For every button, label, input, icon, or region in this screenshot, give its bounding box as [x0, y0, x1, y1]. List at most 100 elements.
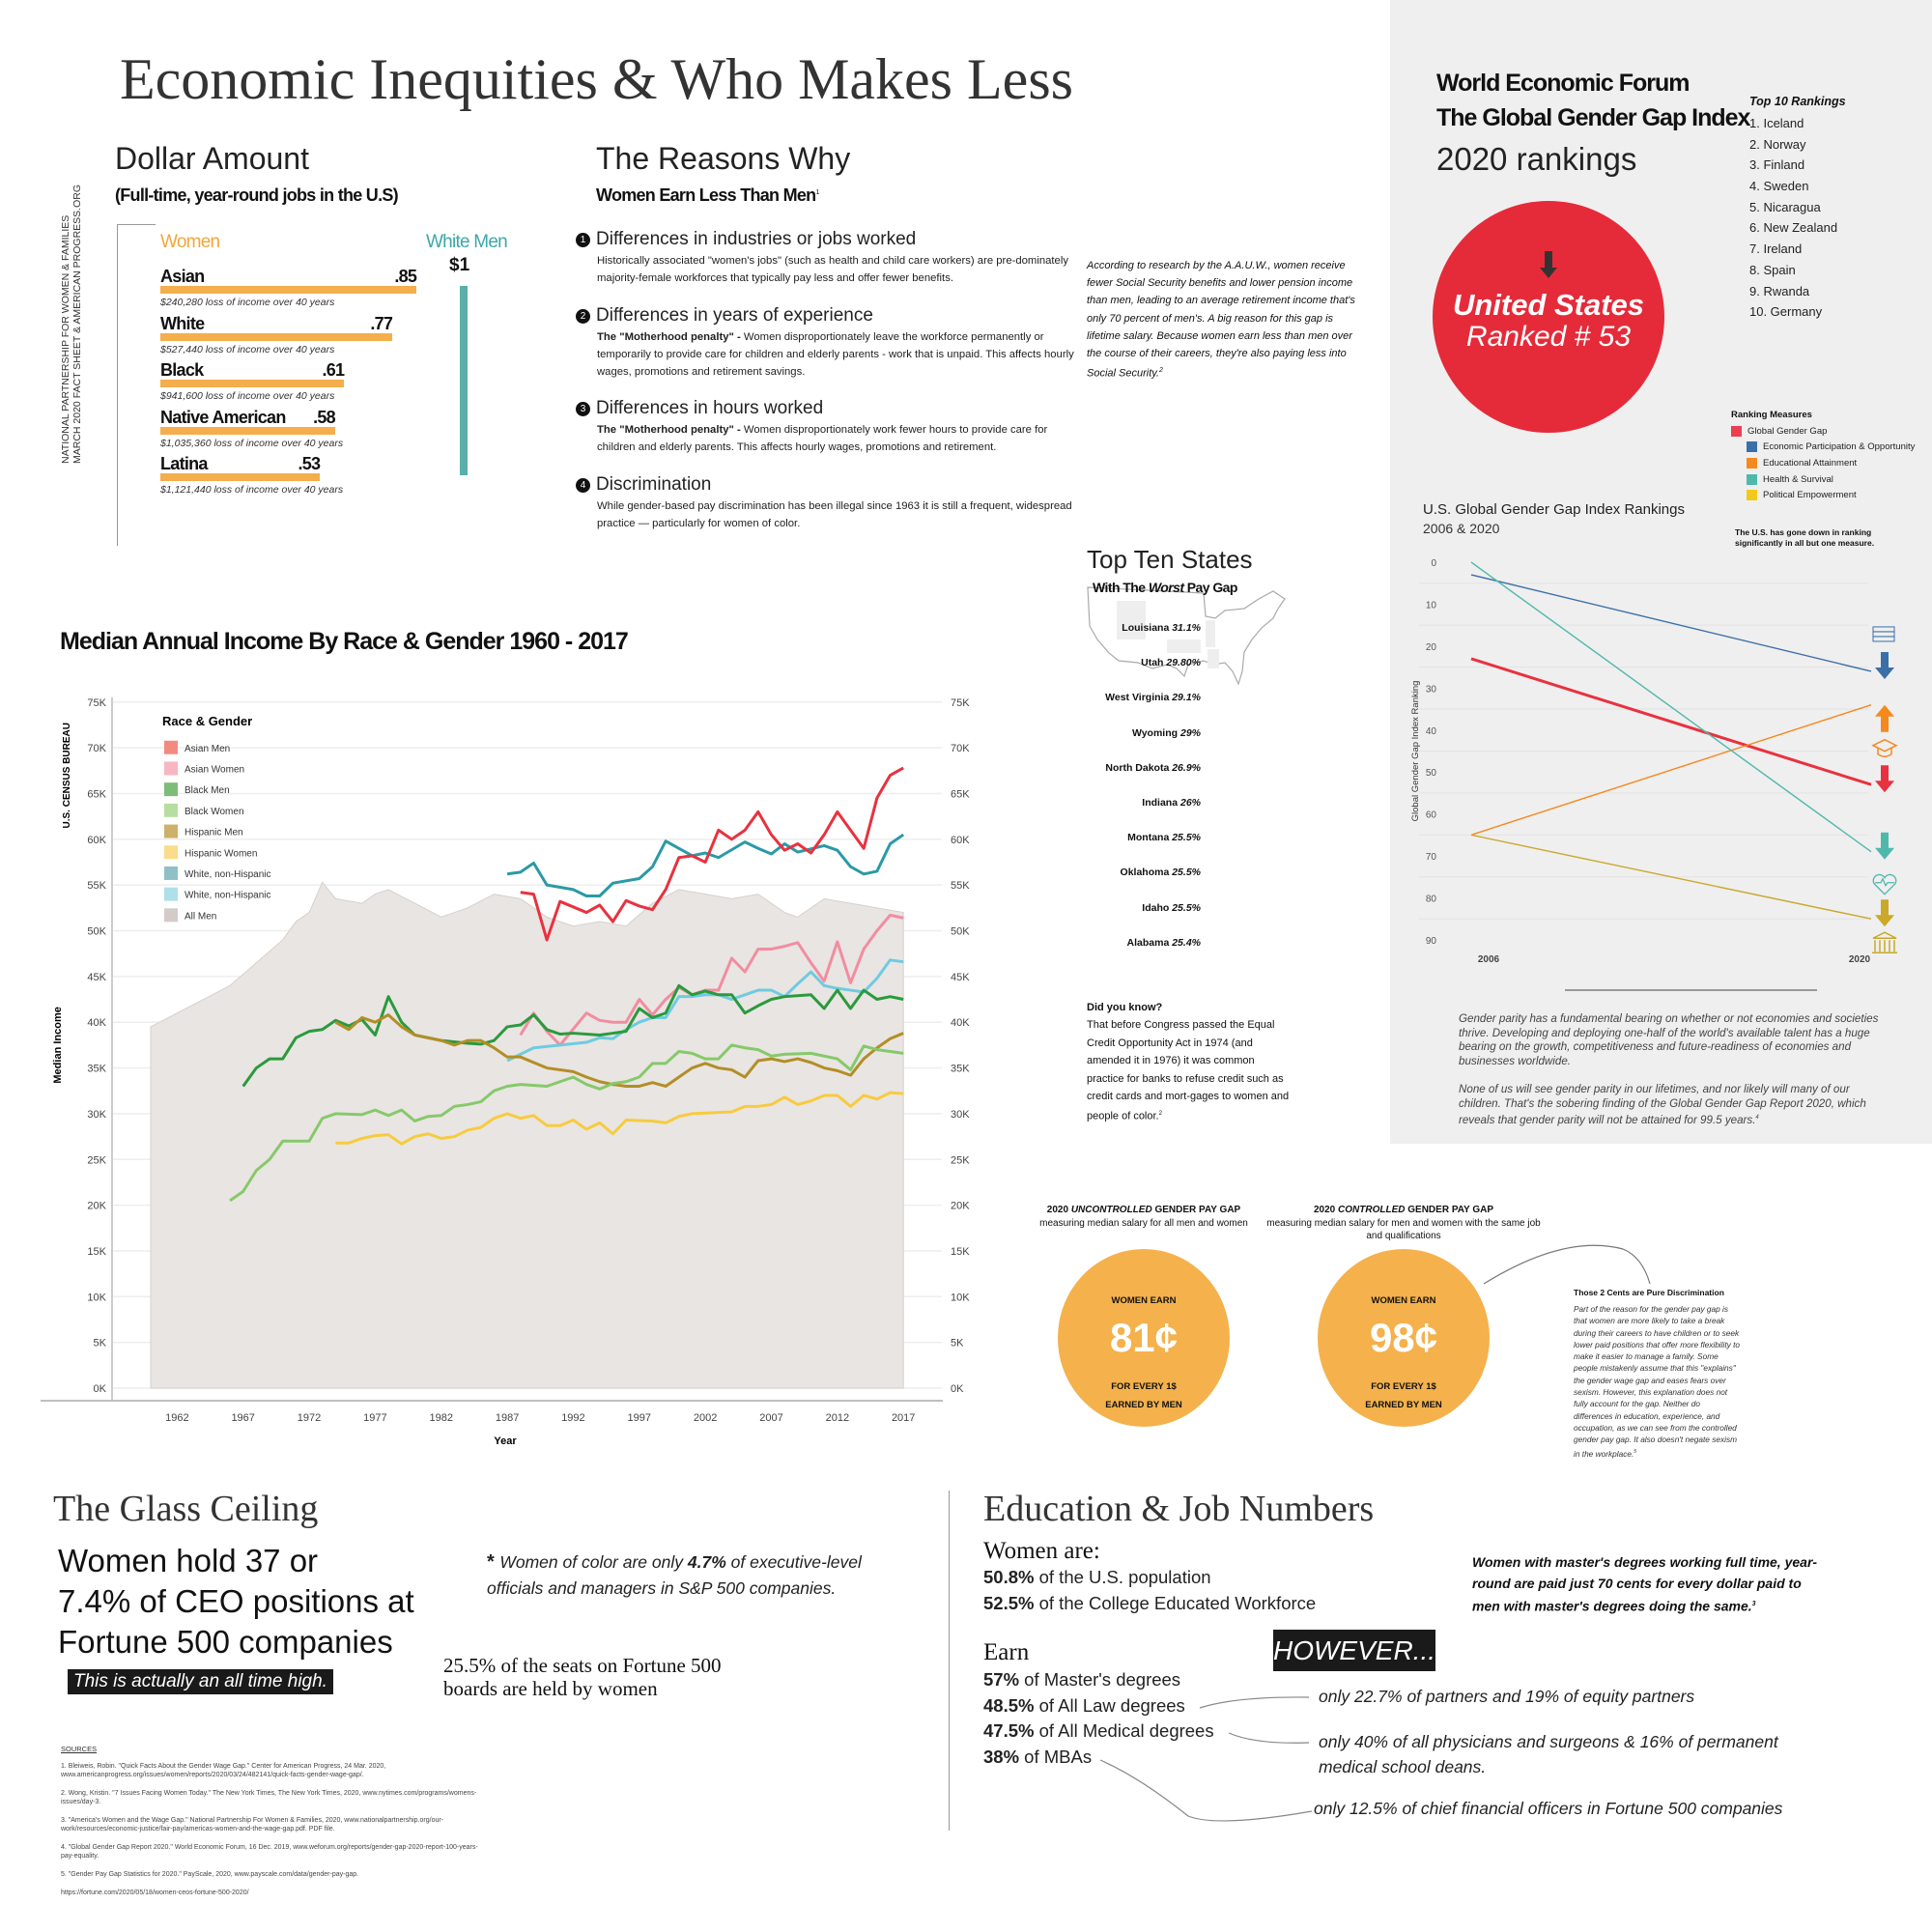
- legend-item: Health & Survival: [1747, 471, 1915, 488]
- reason-text: While gender-based pay discrimination ha…: [597, 497, 1080, 532]
- x-tick-label: 2017: [892, 1412, 915, 1424]
- loss-text: $527,440 loss of income over 40 years: [160, 343, 335, 355]
- aauw-text: According to research by the A.A.U.W., w…: [1087, 260, 1355, 380]
- stat-text: of Master's degrees: [1019, 1669, 1181, 1690]
- source-line: MARCH 2020 FACT SHEET & AMERICAN PROGRES…: [71, 184, 83, 464]
- stat-value: 47.5%: [983, 1720, 1035, 1742]
- t: EARNED BY MEN: [1365, 1400, 1442, 1410]
- y-axis-label: Global Gender Gap Index Ranking: [1410, 681, 1421, 822]
- legend-swatch: [164, 761, 178, 776]
- legend-label: All Men: [185, 911, 216, 922]
- dollar-source: NATIONAL PARTNERSHIP FOR WOMEN & FAMILIE…: [60, 185, 83, 464]
- legend-label: Black Women: [185, 807, 244, 817]
- ceo-line: Fortune 500 companies: [58, 1624, 393, 1660]
- y-tick-label: 45K: [87, 972, 106, 983]
- graduation-cap-icon: [1871, 738, 1898, 757]
- y-tick-label: 15K: [87, 1246, 106, 1258]
- connector-curve: [1483, 1244, 1651, 1285]
- subheading-text: Women Earn Less Than Men: [596, 185, 816, 205]
- x-axis-label: Year: [494, 1435, 517, 1447]
- divider: [1565, 989, 1817, 991]
- sources-title: SOURCES: [61, 1745, 98, 1753]
- us-map-icon: [1087, 586, 1286, 686]
- value-label: .53: [298, 454, 321, 473]
- top10-item: 10. Germany: [1749, 304, 1823, 320]
- uncontrolled-heading: 2020 UNCONTROLLED GENDER PAY GAP measurin…: [999, 1204, 1289, 1230]
- y-tick-label-right: 5K: [951, 1338, 964, 1350]
- source-item: 3. "America's Women and the Wage Gap." N…: [61, 1817, 444, 1833]
- value-label: .77: [370, 313, 393, 333]
- x-tick-label: 1967: [231, 1412, 254, 1424]
- t: 2020: [1314, 1205, 1339, 1215]
- note-title: Those 2 Cents are Pure Discrimination: [1574, 1288, 1724, 1297]
- women-label: Women: [160, 232, 220, 252]
- women-bar-row: Asian .85 $240,280 loss of income over 40 …: [160, 267, 417, 311]
- top10-item: 9. Rwanda: [1749, 283, 1810, 298]
- stat-text: of All Law degrees: [1034, 1694, 1185, 1716]
- series-line: [1470, 704, 1872, 837]
- y-tick-label: 75K: [87, 697, 106, 709]
- women-are-label: Women are:: [983, 1538, 1100, 1564]
- t: 2020: [1046, 1205, 1071, 1215]
- y-tick-label-right: 60K: [951, 835, 970, 846]
- state-item: Oklahoma 25.5%: [950, 867, 1201, 878]
- footnote-ref: 5: [1634, 1448, 1637, 1455]
- women-bar-row: White .77 $527,440 loss of income over 40 …: [160, 313, 393, 358]
- legend-item: Global Gender Gap: [1731, 423, 1915, 440]
- x-tick-label: 1977: [363, 1412, 386, 1424]
- y-tick-label: 55K: [87, 880, 106, 892]
- legend-swatch: [164, 824, 178, 838]
- slope-subtitle: 2006 & 2020: [1423, 521, 1500, 536]
- reason-title: 4 Discrimination: [576, 474, 1080, 496]
- women-earn-label: WOMEN EARN: [1111, 1295, 1177, 1306]
- slope-annotation: The U.S. has gone down in ranking signif…: [1735, 527, 1875, 548]
- y-tick-label: 40K: [87, 1017, 106, 1029]
- state-name: Idaho: [1142, 901, 1173, 914]
- group-label: Asian: [160, 267, 205, 286]
- state-gap: 25.5%: [1172, 832, 1201, 844]
- state-name: West Virginia: [1105, 692, 1173, 704]
- y-tick-label-right: 70K: [951, 743, 970, 754]
- legend-label: Asian Men: [185, 744, 230, 754]
- connector-lines: [1099, 1696, 1313, 1822]
- stat-text: of the U.S. population: [1034, 1567, 1211, 1587]
- state-gap: 29%: [1179, 726, 1201, 739]
- y-tick-label: 0: [1431, 558, 1436, 569]
- t: CONTROLLED: [1338, 1205, 1406, 1215]
- number-badge: 4: [576, 478, 590, 493]
- y-tick-label: 90: [1426, 936, 1437, 947]
- number-badge: 2: [576, 309, 590, 324]
- y-tick-label-right: 30K: [951, 1109, 970, 1121]
- y-tick-label-right: 35K: [951, 1064, 970, 1075]
- subheading-text: Pay Gap: [1183, 580, 1238, 595]
- y-tick-label-right: 10K: [951, 1292, 970, 1303]
- t: EARNED BY MEN: [1105, 1400, 1182, 1410]
- women-earn-label: WOMEN EARN: [1371, 1295, 1436, 1306]
- series-line: [334, 1013, 904, 1088]
- state-gap: 26%: [1179, 797, 1201, 809]
- source-item: 4. "Global Gender Gap Report 2020." Worl…: [61, 1844, 478, 1860]
- t: GENDER PAY GAP: [1405, 1205, 1493, 1215]
- note-text: Part of the reason for the gender pay ga…: [1574, 1304, 1741, 1459]
- y-tick-label: 60: [1426, 810, 1437, 821]
- footnote-ref: 2: [1159, 367, 1163, 375]
- group-label: Latina: [160, 454, 208, 473]
- legend-swatch: [164, 782, 178, 797]
- degree-stats: 57% of Master's degrees 48.5% of All Law …: [983, 1669, 1214, 1772]
- legend-label: Global Gender Gap: [1747, 425, 1828, 437]
- heart-pulse-icon: [1872, 873, 1897, 895]
- state-gap: 31.1%: [1172, 622, 1201, 634]
- footnote-ref: 1: [815, 189, 819, 196]
- bar: [160, 380, 345, 387]
- women-bar-row: Latina .53 $1,121,440 loss of income over …: [160, 454, 343, 498]
- ceo-percent: 7.4%: [58, 1583, 131, 1619]
- government-building-icon: [1872, 931, 1897, 953]
- money-stack-icon: [1872, 626, 1895, 633]
- reason-title: 2 Differences in years of experience: [576, 305, 1080, 327]
- y-tick-label: 70K: [87, 743, 106, 754]
- value-label: .85: [394, 267, 417, 286]
- legend-swatch: [1747, 490, 1757, 501]
- y-tick-label-right: 65K: [951, 788, 970, 800]
- stat-value: 38%: [983, 1746, 1020, 1767]
- stat-text: of All Medical degrees: [1034, 1720, 1214, 1742]
